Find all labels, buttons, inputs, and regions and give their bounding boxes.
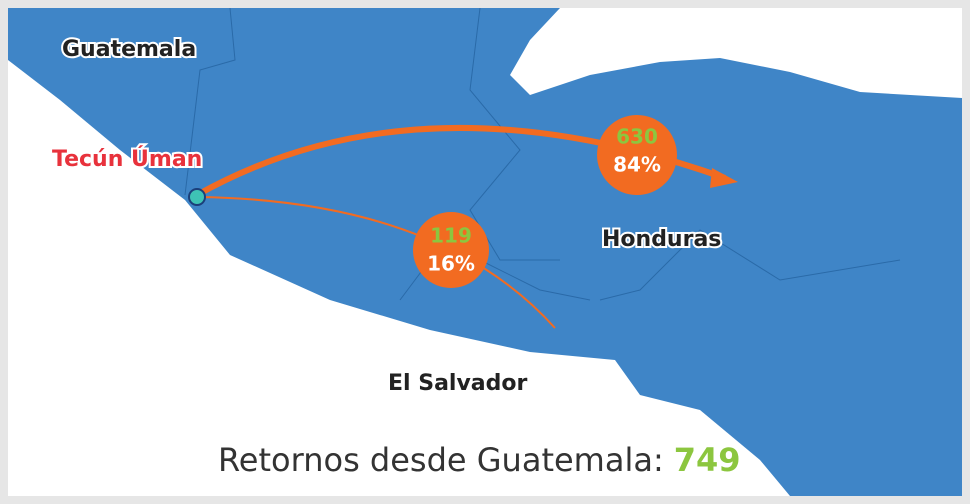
country-label: Honduras	[602, 227, 721, 252]
caribbean	[510, 8, 962, 98]
flow-arrow	[196, 196, 556, 329]
origin-label: Tecún Úman	[52, 146, 202, 172]
borders	[184, 7, 901, 301]
footer-total: 749	[674, 441, 741, 479]
country-label: Guatemala	[62, 37, 196, 62]
flow-count: 119	[430, 224, 472, 248]
flow-bubble	[413, 212, 489, 288]
footer-text: Retornos desde Guatemala: 749	[218, 441, 741, 479]
country-label: El Salvador	[388, 371, 528, 396]
arrow-head	[710, 168, 738, 188]
flow-bubble	[597, 115, 677, 195]
flow-share: 84%	[613, 153, 661, 177]
flow-share: 16%	[427, 252, 475, 276]
footer-label: Retornos desde Guatemala:	[218, 441, 664, 479]
pacific	[8, 60, 790, 496]
flow-count: 630	[616, 125, 658, 149]
origin-point	[188, 188, 206, 206]
